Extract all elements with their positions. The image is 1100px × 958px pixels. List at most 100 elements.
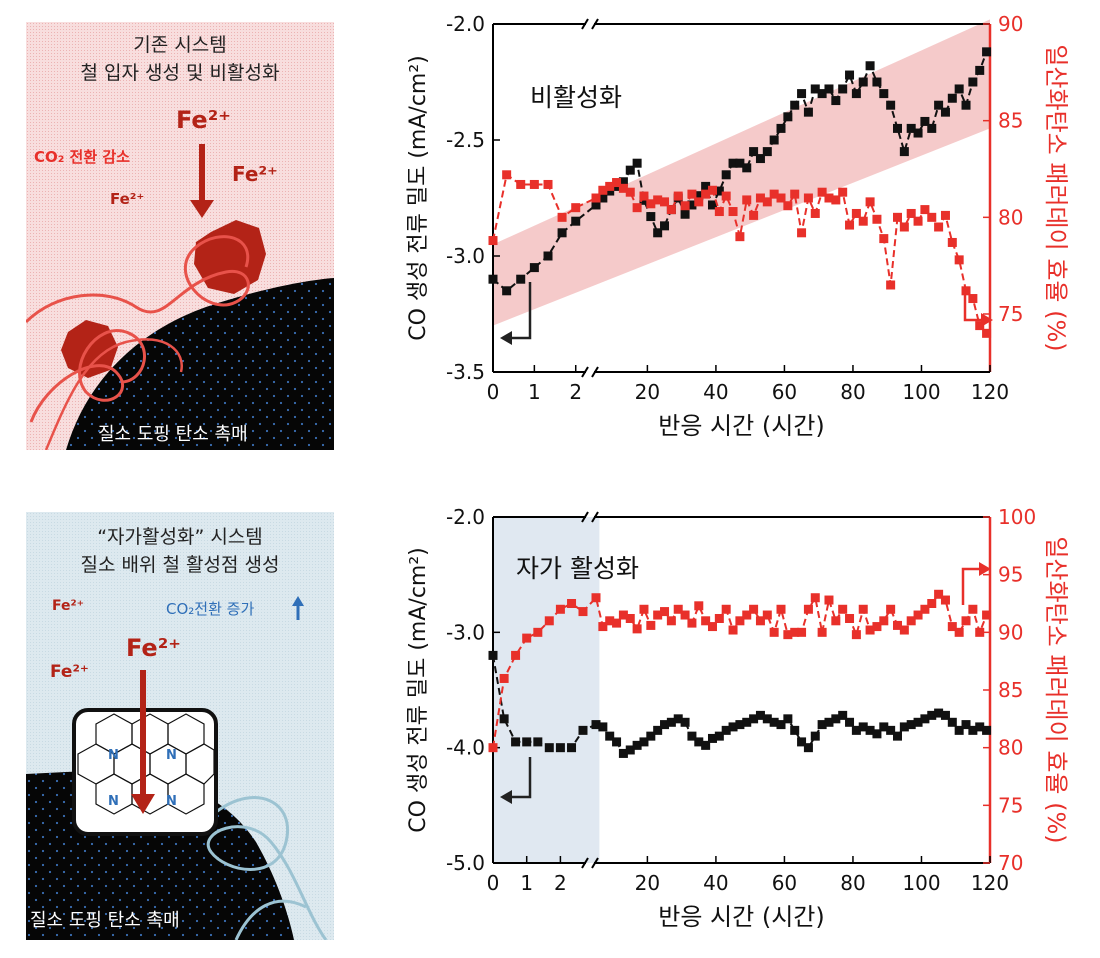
faradaic-efficiency-point [838,604,848,614]
axis-break-mark [581,18,589,30]
faradaic-efficiency-point [687,618,697,628]
faradaic-efficiency-point [824,595,834,605]
faradaic-efficiency-point [790,189,800,199]
current-density-point [838,84,848,94]
current-density-point [769,135,779,145]
current-density-point [687,731,697,741]
y-left-tick-label: -2.0 [446,12,485,36]
faradaic-efficiency-point [735,232,745,242]
right-axis-indicator-arrow [961,567,981,605]
left-axis-indicator-arrow [508,757,532,799]
current-density-point [591,200,601,210]
faradaic-efficiency-point [762,610,772,620]
faradaic-efficiency-point [797,228,807,238]
current-density-point [954,725,964,735]
x-tick-label: 40 [703,871,728,895]
current-density-point [598,722,608,732]
faradaic-efficiency-point [886,604,896,614]
current-density-point [947,93,957,103]
current-density-point [618,748,628,758]
current-density-point [653,228,663,238]
faradaic-efficiency-point [612,618,622,628]
current-density-point [940,710,950,720]
faradaic-efficiency-point [749,604,759,614]
faradaic-efficiency-point [707,622,717,632]
y-right-tick-label: 75 [998,302,1023,326]
faradaic-efficiency-point [605,616,615,626]
co2-conversion-increase-label: CO₂전환 증가 [166,600,255,618]
faradaic-efficiency-point [591,193,601,203]
current-density-point [488,274,498,284]
self-activation-schematic: “자가활성화” 시스템 질소 배위 철 활성점 생성 Fe²⁺ CO₂전환 증가… [26,512,334,940]
current-density-point [735,158,745,168]
current-density-point [920,714,930,724]
current-density-point [892,731,902,741]
faradaic-efficiency-point [499,673,509,683]
current-density-point [707,733,717,743]
faradaic-efficiency-point [831,195,841,205]
x-axis-title: 반응 시간 (시간) [658,412,824,440]
self-activation-stability-chart: 0 1 2 20 40 60 80 100 120 -2.0 -3.0 -4.0 -5.0 100 95 90… [406,505,1070,931]
current-density-point [872,77,882,87]
faradaic-efficiency-point [714,207,724,217]
faradaic-efficiency-point [639,191,649,201]
right-axis-indicator-arrow [963,288,983,322]
current-density-point [879,722,889,732]
faradaic-efficiency-point [543,179,553,189]
self-activation-shaded-region [493,517,600,863]
n-atom-label: N [166,794,177,809]
current-density-point [529,263,539,273]
current-density-point [783,714,793,724]
current-density-point [940,107,950,117]
faradaic-efficiency-point [653,610,663,620]
current-density-point [680,209,690,219]
current-density-point [927,123,937,133]
current-density-point [961,720,971,730]
current-density-point [499,714,509,724]
faradaic-efficiency-point [851,208,861,218]
y-right-tick-label: 85 [998,678,1023,702]
current-density-point [906,123,916,133]
current-density-point [817,720,827,730]
current-density-point [920,116,930,126]
y-right-tick-label: 75 [998,793,1023,817]
current-density-point [625,745,635,755]
current-density-point [968,725,978,735]
y-left-tick-label: -3.0 [446,620,485,644]
axis-break-mark [591,511,599,523]
faradaic-efficiency-point [886,280,896,290]
current-density-point [906,720,916,730]
y-left-tick-label: -2.0 [446,505,485,529]
axis-break-mark [581,366,589,378]
current-density-point [872,729,882,739]
x-axis-title: 반응 시간 (시간) [658,903,824,931]
polymer-chain [26,235,250,324]
y-right-tick-label: 90 [998,12,1023,36]
current-density-point [578,725,588,735]
faradaic-efficiency-point [516,179,526,189]
current-density-point [605,186,615,196]
faradaic-efficiency-point [749,210,759,220]
current-density-point [886,725,896,735]
y-left-tick-label: -2.5 [446,128,485,152]
faradaic-efficiency-point [632,203,642,213]
current-density-point [618,177,628,187]
current-density-point [632,740,642,750]
current-density-point [810,731,820,741]
current-density-point [735,720,745,730]
current-density-point [858,77,868,87]
current-density-point [666,717,676,727]
current-density-point [790,725,800,735]
x-tick-label: 40 [703,380,728,404]
y-right-tick-label: 70 [998,851,1023,875]
x-tick-label: 120 [971,871,1009,895]
current-density-point [516,274,526,284]
faradaic-efficiency-point [968,294,978,304]
faradaic-efficiency-point [899,222,909,232]
current-density-point [591,720,601,730]
top-panel-title-line1: 기존 시스템 [133,34,227,56]
x-tick-label: 20 [635,380,660,404]
faradaic-efficiency-point [735,616,745,626]
fe-ion-label-left: Fe²⁺ [110,190,145,208]
faradaic-efficiency-point [598,622,608,632]
